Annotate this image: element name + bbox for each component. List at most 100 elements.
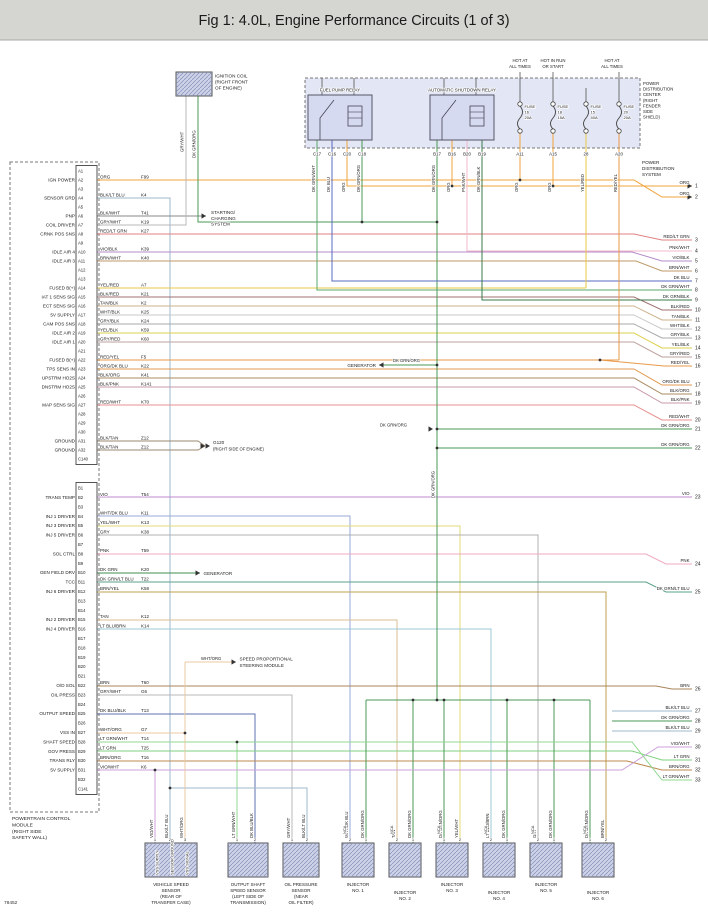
injector-3-label: NO. 3 (446, 888, 458, 893)
wire (97, 260, 692, 272)
ignition-coil-label: (RIGHT FRONT (215, 80, 248, 85)
wire (97, 323, 692, 339)
pin-wire-color: WHT/DK BLU (100, 511, 128, 516)
wire (97, 685, 692, 690)
pin-function: VSS IN (60, 730, 75, 735)
relay-coil (469, 105, 485, 127)
pin-id: B1 (78, 486, 84, 491)
starting-charging-label: CHARGING (211, 216, 236, 221)
generator-wire-color: DK GRN/ORG (393, 358, 420, 363)
pin-wire-color: YEL/WHT (100, 520, 120, 525)
flow-arrow-icon (379, 362, 384, 368)
pin-id: A2 (78, 178, 84, 183)
pin-circuit: Z12 (141, 435, 149, 440)
pin-wire-color: VIO/BLK (100, 246, 118, 251)
pdc-drop-wire-color: DK GRN/ORG (431, 165, 436, 192)
fuse-amps: 20A (525, 115, 532, 120)
speed-module-label: SPEED PROPORTIONAL (240, 656, 294, 661)
fuse-label: FUSE (558, 104, 569, 109)
oil-pressure-sensor-box-hatch (283, 843, 319, 877)
pin-function: FUSED B(+) (49, 286, 75, 291)
injector-1-label: INJECTOR (347, 882, 370, 887)
injector-6-label: INJECTOR (587, 890, 610, 895)
pin-id: B2 (78, 495, 84, 500)
exit-wire-color: BLK/LT BLU (666, 725, 690, 730)
hot-label: HOT AT (512, 58, 527, 63)
pcm-connector-a (75, 165, 98, 465)
pin-wire-color: BLK/TAN (100, 435, 118, 440)
pin-wire-color: DK BLU/BLK (100, 708, 126, 713)
component-pin-function: VSS SUPPLY (154, 850, 159, 875)
pin-id: B4 (78, 514, 84, 519)
pin-wire-color: TAN/BLK (100, 300, 118, 305)
pin-id: A6 (78, 214, 84, 219)
exit-number: 20 (695, 418, 701, 424)
injector-4-box-hatch (483, 843, 515, 877)
pin-id: B18 (78, 645, 86, 650)
pin-wire-color: BLK/LT BLU (100, 192, 125, 197)
pin-id: B15 (78, 617, 86, 622)
exit-number: 10 (695, 308, 701, 314)
exit-number: 31 (695, 758, 701, 764)
pin-circuit: T54 (141, 492, 149, 497)
pin-id: B24 (78, 702, 86, 707)
component-pin-number: 2 (537, 837, 540, 842)
pin-id: A12 (78, 268, 86, 273)
pdc-drop-pin-label: B16 (448, 152, 456, 157)
hot-label: OR START (542, 64, 564, 69)
wire (97, 404, 692, 421)
asd-branch-wire-color: DK GRN/ORG (380, 422, 407, 427)
pin-circuit: K38 (141, 529, 150, 534)
pin-circuit: G6 (141, 689, 148, 694)
fuse-amps: 40A (591, 115, 598, 120)
pcm-label: MODULE (12, 822, 34, 828)
pdc-drop-pin-label: C20 (343, 152, 352, 157)
wire (97, 305, 692, 321)
pcm-label: POWERTRAIN CONTROL (12, 816, 71, 822)
pin-id: A1 (78, 169, 84, 174)
power-distribution-system-label: DISTRIBUTION (642, 166, 674, 171)
exit-number: 21 (695, 427, 701, 433)
pin-id: A10 (78, 250, 86, 255)
wire (97, 760, 692, 771)
pin-wire-color: BRN (100, 680, 110, 685)
junction-dot (153, 768, 157, 772)
pin-function: COIL DRIVER (46, 223, 76, 228)
injector-4-label: INJECTOR (488, 890, 511, 895)
vehicle-speed-sensor-label: VEHICLE SPEED (153, 882, 190, 887)
pin-wire-color: GRY/WHT (100, 219, 121, 224)
fuse-number: 20 (624, 110, 629, 115)
exit-number: 3 (695, 238, 698, 244)
exit-wire-color: BLK/LT BLU (666, 705, 690, 710)
pin-id: B29 (78, 749, 86, 754)
pin-wire-color: DK GRN/LT BLU (100, 576, 134, 581)
pin-function: TCC (66, 580, 76, 585)
exit-wire-color: PNK/WHT (669, 245, 690, 250)
pin-function: 5V SUPPLY (50, 768, 75, 773)
pin-circuit: T14 (141, 736, 149, 741)
pin-function: IDLE AIR 1 (52, 340, 75, 345)
pin-wire-color: BLK/PNK (100, 381, 119, 386)
exit-number: 8 (695, 288, 698, 294)
hot-label: HOT AT (604, 58, 619, 63)
pdc-drop-pin-label: B17 (433, 152, 441, 157)
component-pin-number: 3 (184, 837, 187, 842)
wire (97, 581, 692, 593)
exit-number: 2 (695, 195, 698, 201)
exit-number: 28 (695, 719, 701, 725)
exit-number: 23 (695, 495, 701, 501)
component-pin-number: 2 (306, 837, 309, 842)
pin-function: TRANS RLY (50, 758, 75, 763)
pdc-drop-wire-color: DK BLU (326, 177, 331, 192)
fuse-label: FUSE (624, 104, 635, 109)
pin-wire-color: BLK/RED (100, 291, 120, 296)
pcm-connector-b (75, 482, 98, 795)
pin-function: MAP SENS SIG (42, 403, 75, 408)
pin-wire-color: RED/LT GRN (100, 228, 127, 233)
output-shaft-speed-sensor-label: SPEED SENSOR (230, 888, 266, 893)
injector-2-label: NO. 2 (399, 896, 411, 901)
pin-circuit: K11 (141, 511, 149, 516)
component-wire-color: BLK/LT BLU (164, 815, 169, 839)
component-wire-color: DK GRN/ORG (584, 810, 589, 838)
